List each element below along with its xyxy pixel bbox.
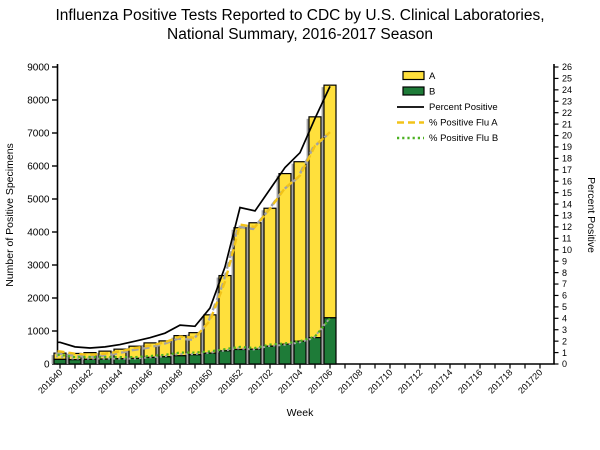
bar-flu-b bbox=[293, 340, 307, 365]
bar-flu-a bbox=[263, 207, 277, 347]
x-axis-tick-label: 201714 bbox=[426, 367, 454, 395]
x-axis-tick-label: 201652 bbox=[216, 367, 244, 395]
percent-positive-line bbox=[57, 86, 331, 349]
legend-label: % Positive Flu B bbox=[429, 133, 498, 144]
bar-flu-b bbox=[68, 359, 82, 365]
right-axis-tick-label: 23 bbox=[562, 96, 572, 106]
left-axis-tick-label: 8000 bbox=[27, 95, 50, 106]
left-axis-tick-label: 4000 bbox=[27, 227, 50, 238]
right-axis-tick-label: 18 bbox=[562, 154, 572, 164]
right-axis-tick-label: 1 bbox=[562, 348, 567, 358]
x-axis-tick-label: 201642 bbox=[66, 367, 94, 395]
left-axis-tick-label: 9000 bbox=[27, 62, 50, 73]
left-axis-tick-label: 3000 bbox=[27, 260, 50, 271]
right-axis-tick-label: 5 bbox=[562, 302, 567, 312]
right-axis-tick-label: 25 bbox=[562, 74, 572, 84]
bar-flu-a bbox=[248, 222, 262, 350]
bar-flu-b bbox=[53, 358, 67, 365]
left-axis-tick-label: 6000 bbox=[27, 161, 50, 172]
right-axis-tick-label: 15 bbox=[562, 188, 572, 198]
pct-flu-a-line bbox=[57, 131, 331, 357]
x-axis-tick-label: 201646 bbox=[126, 367, 154, 395]
right-axis-tick-label: 6 bbox=[562, 291, 567, 301]
legend-label: A bbox=[429, 71, 436, 82]
x-axis-tick-label: 201718 bbox=[486, 367, 514, 395]
right-axis-tick-label: 22 bbox=[562, 108, 572, 118]
right-axis-tick-label: 10 bbox=[562, 245, 572, 255]
right-axis-tick-label: 17 bbox=[562, 165, 572, 175]
right-axis-tick-label: 12 bbox=[562, 222, 572, 232]
bar-flu-a bbox=[323, 84, 337, 319]
chart-title-line-1: Influenza Positive Tests Reported to CDC… bbox=[55, 7, 545, 24]
right-axis-tick-label: 14 bbox=[562, 199, 572, 209]
right-axis-tick-label: 2 bbox=[562, 336, 567, 346]
left-axis-tick-label: 5000 bbox=[27, 194, 50, 205]
x-axis-title: Week bbox=[287, 407, 314, 419]
chart-title-line-2: National Summary, 2016-2017 Season bbox=[167, 26, 433, 44]
left-axis-tick-label: 2000 bbox=[27, 293, 50, 304]
bar-flu-b bbox=[248, 348, 262, 365]
right-axis-tick-label: 11 bbox=[562, 234, 571, 244]
bar-flu-b bbox=[173, 355, 187, 365]
x-axis-tick-label: 201644 bbox=[96, 367, 124, 395]
legend-label: Percent Positive bbox=[429, 102, 498, 113]
x-axis-tick-label: 201640 bbox=[36, 367, 64, 395]
right-axis-tick-label: 7 bbox=[562, 279, 567, 289]
x-axis-tick-label: 201650 bbox=[186, 367, 214, 395]
right-axis-tick-label: 19 bbox=[562, 142, 572, 152]
legend-label: B bbox=[429, 87, 435, 98]
bar-flu-b bbox=[83, 358, 97, 365]
right-axis-tick-label: 20 bbox=[562, 131, 572, 141]
legend-swatch-b bbox=[402, 86, 425, 96]
right-axis-tick-label: 13 bbox=[562, 211, 572, 221]
right-axis-tick-label: 0 bbox=[562, 359, 567, 369]
bar-flu-b bbox=[278, 343, 292, 365]
right-axis-tick-label: 4 bbox=[562, 314, 567, 324]
bar-flu-b bbox=[188, 354, 202, 365]
x-axis-tick-label: 201720 bbox=[516, 367, 544, 395]
bar-flu-b bbox=[323, 317, 337, 365]
pct-flu-b-line-shadow bbox=[56, 319, 330, 360]
x-axis-tick-label: 201708 bbox=[336, 367, 364, 395]
x-axis-tick-label: 201648 bbox=[156, 367, 184, 395]
legend-label: % Positive Flu A bbox=[429, 118, 498, 129]
pct-flu-b-line bbox=[57, 317, 331, 359]
bar-flu-b bbox=[203, 352, 217, 365]
right-axis-tick-label: 3 bbox=[562, 325, 567, 335]
flu-chart-canvas: 0100020003000400050006000700080009000012… bbox=[4, 62, 597, 419]
x-axis-tick-label: 201712 bbox=[396, 367, 424, 395]
legend-swatch-a bbox=[402, 70, 425, 81]
right-axis-tick-label: 24 bbox=[562, 85, 572, 95]
x-axis-tick-label: 201702 bbox=[246, 367, 274, 395]
left-axis-title: Number of Positive Specimens bbox=[4, 143, 16, 287]
x-axis-tick-label: 201710 bbox=[366, 367, 394, 395]
chart-title: Influenza Positive Tests Reported to CDC… bbox=[0, 6, 600, 45]
bar-flu-b bbox=[233, 348, 247, 365]
right-axis-tick-label: 21 bbox=[562, 119, 572, 129]
bar-flu-b bbox=[218, 350, 232, 365]
left-axis-tick-label: 1000 bbox=[27, 326, 50, 337]
bar-flu-b bbox=[263, 345, 277, 365]
left-axis-tick-label: 7000 bbox=[27, 128, 50, 139]
right-axis-tick-label: 9 bbox=[562, 256, 567, 266]
bar-flu-a bbox=[293, 161, 307, 342]
x-axis-tick-label: 201716 bbox=[456, 367, 484, 395]
right-axis-title: Percent Positive bbox=[585, 177, 597, 253]
bar-flu-a bbox=[278, 172, 292, 345]
right-axis-tick-label: 8 bbox=[562, 268, 567, 278]
bar-flu-a bbox=[233, 227, 247, 351]
left-axis-tick-label: 0 bbox=[44, 359, 50, 370]
bar-flu-b bbox=[158, 356, 172, 365]
bar-flu-b bbox=[308, 337, 322, 365]
right-axis-tick-label: 16 bbox=[562, 176, 572, 186]
right-axis-tick-label: 26 bbox=[562, 62, 572, 72]
x-axis-tick-label: 201706 bbox=[306, 367, 334, 395]
x-axis-tick-label: 201704 bbox=[276, 367, 304, 395]
bar-flu-b bbox=[98, 358, 112, 365]
